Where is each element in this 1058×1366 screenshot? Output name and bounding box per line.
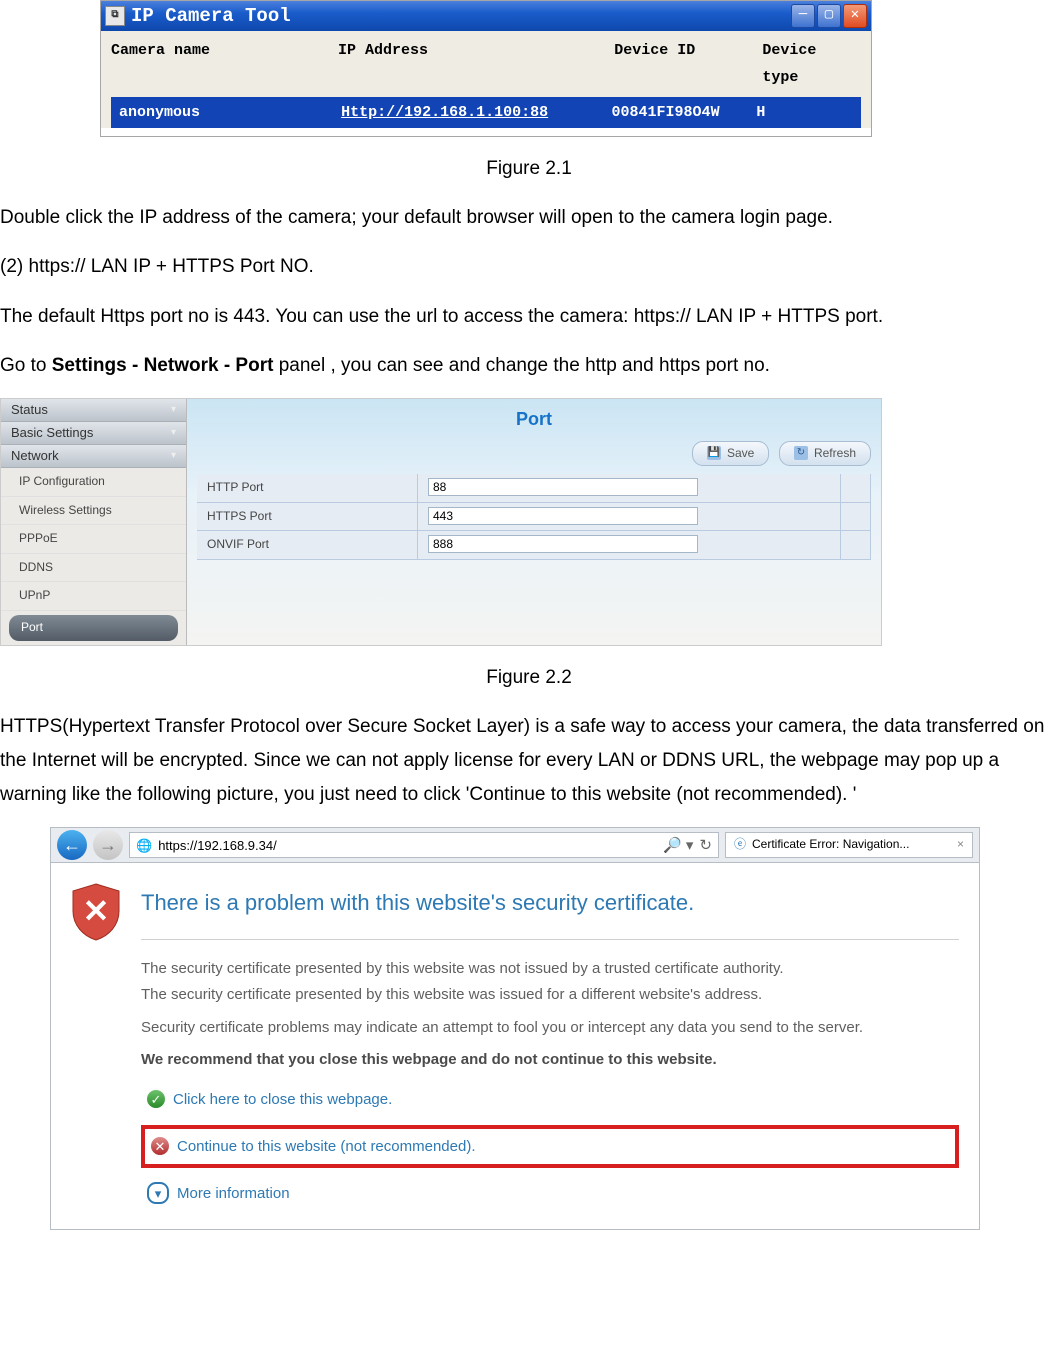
camera-row[interactable]: anonymous Http://192.168.1.100:88 00841F… xyxy=(111,97,861,128)
onvif-port-input[interactable] xyxy=(428,535,698,553)
https-port-input[interactable] xyxy=(428,507,698,525)
search-icon: 🔎 ▾ xyxy=(663,832,693,859)
close-webpage-link[interactable]: ✓ Click here to close this webpage. xyxy=(141,1082,959,1117)
panel-title: Port xyxy=(197,403,871,435)
tab-close-icon[interactable]: × xyxy=(957,834,964,856)
sidebar-sub-ddns[interactable]: DDNS xyxy=(1,554,186,583)
col-header: Device type xyxy=(762,37,861,91)
sidebar-item-basic[interactable]: Basic Settings xyxy=(1,422,186,445)
app-icon: ⧉ xyxy=(105,6,125,26)
figure-caption: Figure 2.2 xyxy=(0,661,1058,695)
url-text: https://192.168.9.34/ xyxy=(158,834,657,857)
browser-toolbar: ← → 🌐 https://192.168.9.34/ 🔎 ▾ ↻ ⓔ Cert… xyxy=(50,827,980,863)
col-header: Camera name xyxy=(111,37,338,91)
refresh-button[interactable]: ↻ Refresh xyxy=(779,441,871,467)
address-bar[interactable]: 🌐 https://192.168.9.34/ 🔎 ▾ ↻ xyxy=(129,832,719,858)
check-icon: ✓ xyxy=(147,1090,165,1108)
save-button[interactable]: 💾 Save xyxy=(692,441,769,467)
figure-caption: Figure 2.1 xyxy=(0,152,1058,186)
browser-cert-warning: ← → 🌐 https://192.168.9.34/ 🔎 ▾ ↻ ⓔ Cert… xyxy=(50,827,980,1230)
table-row: HTTPS Port xyxy=(197,502,871,531)
port-label: HTTP Port xyxy=(197,474,418,502)
camera-name: anonymous xyxy=(119,99,341,126)
camera-id: 00841FI98O4W xyxy=(612,99,757,126)
body-text: Double click the IP address of the camer… xyxy=(0,201,1058,235)
http-port-input[interactable] xyxy=(428,478,698,496)
col-header: Device ID xyxy=(614,37,762,91)
back-button[interactable]: ← xyxy=(57,830,87,860)
ip-camera-tool-window: ⧉ IP Camera Tool ─ ▢ ✕ Camera name IP Ad… xyxy=(100,0,872,137)
continue-link[interactable]: ✕ Continue to this website (not recommen… xyxy=(141,1125,959,1168)
camera-type: H xyxy=(756,99,853,126)
lock-icon: 🌐 xyxy=(136,834,152,857)
ie-icon: ⓔ xyxy=(734,834,746,856)
body-text: HTTPS(Hypertext Transfer Protocol over S… xyxy=(0,710,1058,813)
cert-error-text: The security certificate presented by th… xyxy=(141,958,959,981)
sidebar-sub-port[interactable]: Port xyxy=(9,615,178,641)
refresh-icon: ↻ xyxy=(794,446,808,460)
port-label: ONVIF Port xyxy=(197,531,418,560)
chevron-down-icon: ▾ xyxy=(147,1182,169,1204)
camera-ip: Http://192.168.1.100:88 xyxy=(341,99,611,126)
col-header: IP Address xyxy=(338,37,614,91)
sidebar-sub-upnp[interactable]: UPnP xyxy=(1,582,186,611)
body-text: (2) https:// LAN IP + HTTPS Port NO. xyxy=(0,250,1058,284)
sidebar-item-network[interactable]: Network xyxy=(1,445,186,468)
forward-button[interactable]: → xyxy=(93,830,123,860)
sidebar-item-status[interactable]: Status xyxy=(1,399,186,422)
sidebar-sub-pppoe[interactable]: PPPoE xyxy=(1,525,186,554)
cert-error-text: The security certificate presented by th… xyxy=(141,984,959,1007)
settings-sidebar: Status Basic Settings Network IP Configu… xyxy=(1,399,187,645)
browser-tab[interactable]: ⓔ Certificate Error: Navigation... × xyxy=(725,832,973,858)
table-row: ONVIF Port xyxy=(197,531,871,560)
minimize-button[interactable]: ─ xyxy=(791,4,815,28)
save-icon: 💾 xyxy=(707,446,721,460)
warning-icon: ✕ xyxy=(151,1137,169,1155)
refresh-icon[interactable]: ↻ xyxy=(699,832,712,859)
cert-error-text: Security certificate problems may indica… xyxy=(141,1017,959,1040)
body-text: Go to Settings - Network - Port panel , … xyxy=(0,349,1058,383)
window-title: IP Camera Tool xyxy=(131,0,291,33)
shield-error-icon: ✕ xyxy=(71,883,121,941)
maximize-button[interactable]: ▢ xyxy=(817,4,841,28)
port-label: HTTPS Port xyxy=(197,502,418,531)
sidebar-sub-wireless[interactable]: Wireless Settings xyxy=(1,497,186,526)
sidebar-sub-ipconfig[interactable]: IP Configuration xyxy=(1,468,186,497)
cert-error-recommend: We recommend that you close this webpage… xyxy=(141,1049,959,1072)
cert-error-heading: There is a problem with this website's s… xyxy=(141,883,959,940)
body-text: The default Https port no is 443. You ca… xyxy=(0,300,1058,334)
port-table: HTTP Port HTTPS Port ONVIF Port xyxy=(197,474,871,560)
more-info-link[interactable]: ▾ More information xyxy=(141,1176,959,1211)
table-row: HTTP Port xyxy=(197,474,871,502)
port-settings-panel: Status Basic Settings Network IP Configu… xyxy=(0,398,882,646)
window-titlebar: ⧉ IP Camera Tool ─ ▢ ✕ xyxy=(101,1,871,31)
close-button[interactable]: ✕ xyxy=(843,4,867,28)
